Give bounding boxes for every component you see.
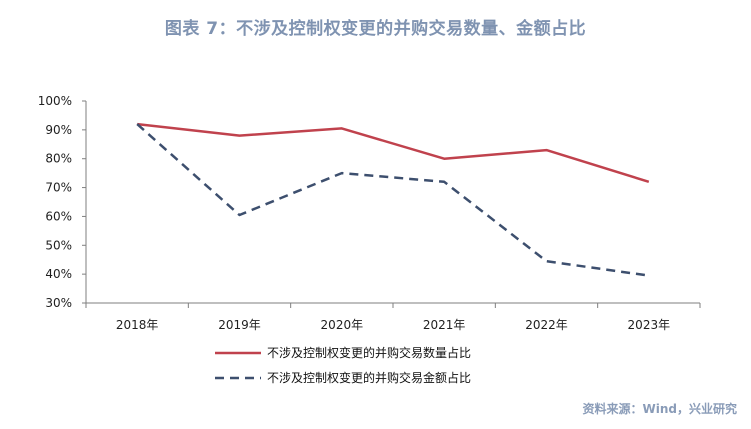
y-axis: 30% 40% 50% 60% 70% 80% 90% 100% bbox=[38, 94, 87, 310]
y-tick-label: 90% bbox=[45, 123, 72, 137]
y-tick-label: 100% bbox=[38, 94, 72, 108]
y-tick-label: 60% bbox=[45, 209, 72, 223]
x-tick-label: 2020年 bbox=[321, 318, 364, 332]
y-tick-label: 30% bbox=[45, 296, 72, 310]
x-tick-label: 2022年 bbox=[525, 318, 568, 332]
series-line-2 bbox=[136, 123, 649, 277]
y-tick-label: 50% bbox=[45, 238, 72, 252]
series-layer bbox=[136, 122, 650, 277]
x-tick-label: 2018年 bbox=[116, 318, 159, 332]
source-note: 资料来源：Wind，兴业研究 bbox=[582, 402, 737, 416]
y-tick-label: 40% bbox=[45, 267, 72, 281]
x-tick-label: 2019年 bbox=[218, 318, 261, 332]
chart-title: 图表 7：不涉及控制权变更的并购交易数量、金额占比 bbox=[164, 19, 587, 39]
legend-label-1: 不涉及控制权变更的并购交易数量占比 bbox=[267, 345, 471, 360]
x-tick-label: 2021年 bbox=[423, 318, 466, 332]
series-line-1 bbox=[137, 122, 650, 183]
y-tick-label: 80% bbox=[45, 152, 72, 166]
x-tick-label: 2023年 bbox=[628, 318, 671, 332]
y-tick-label: 70% bbox=[45, 181, 72, 195]
legend-label-2: 不涉及控制权变更的并购交易金额占比 bbox=[267, 370, 471, 385]
x-axis: 2018年 2019年 2020年 2021年 2022年 2023年 bbox=[85, 302, 701, 332]
